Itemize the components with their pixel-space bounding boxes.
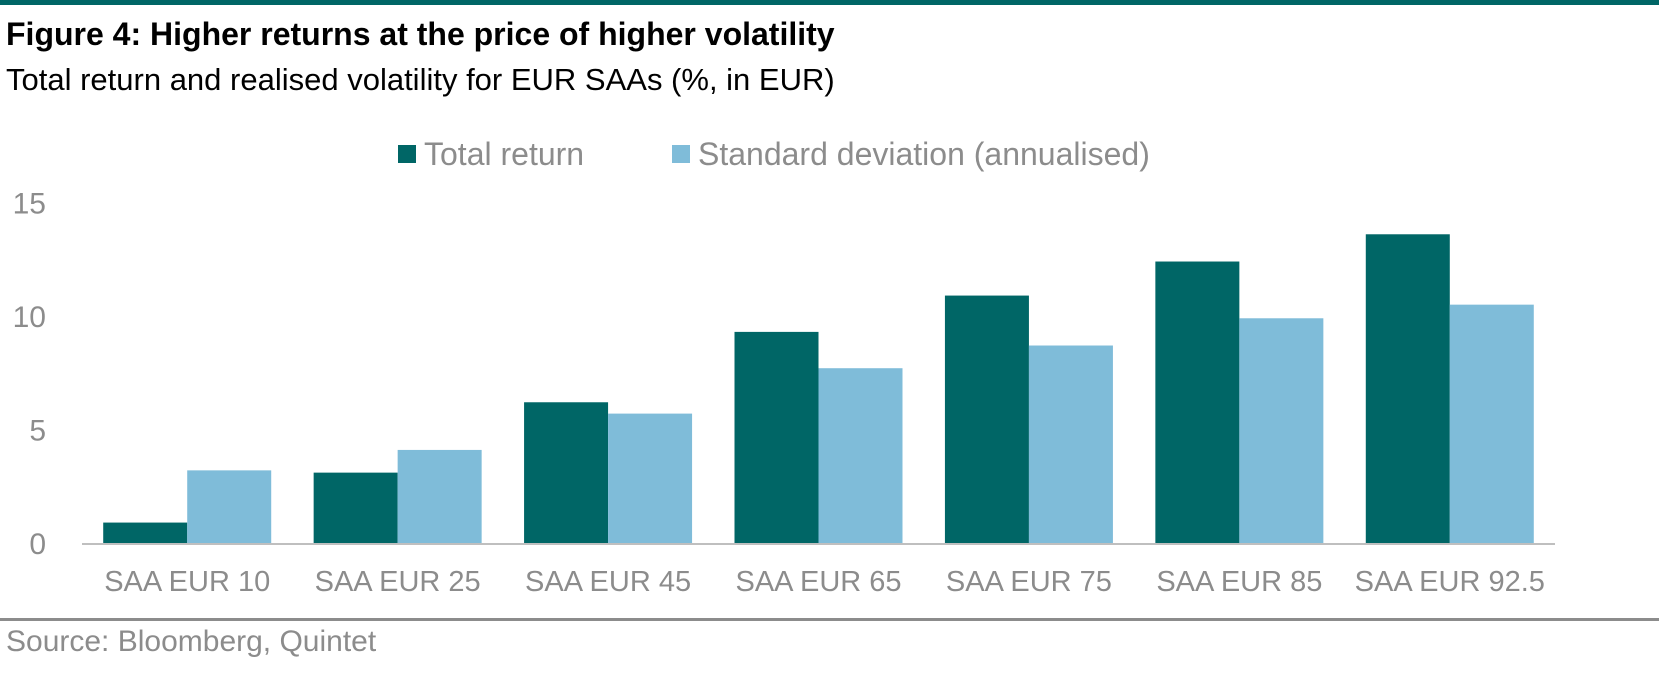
legend-item-std-dev: Standard deviation (annualised) xyxy=(672,134,1150,174)
bar-total-return xyxy=(734,331,819,543)
figure-title: Figure 4: Higher returns at the price of… xyxy=(6,16,835,52)
x-tick-label: SAA EUR 65 xyxy=(735,566,901,598)
bar-total-return xyxy=(313,472,398,543)
legend-swatch-std-dev xyxy=(672,145,690,163)
bar-std-dev xyxy=(1028,345,1113,543)
y-tick-label: 5 xyxy=(29,415,46,448)
x-tick-label: SAA EUR 25 xyxy=(315,566,481,598)
top-rule xyxy=(0,0,1659,5)
x-tick-label: SAA EUR 10 xyxy=(104,566,270,598)
bar-std-dev xyxy=(397,449,482,543)
bottom-rule xyxy=(0,618,1659,621)
bar-std-dev xyxy=(1239,318,1324,543)
bar-total-return xyxy=(524,402,609,543)
bar-chart: 0 5 10 15 SAA EUR 10 SAA EUR 25 SAA EUR 45 SAA … xyxy=(13,188,1555,598)
y-tick-label: 15 xyxy=(13,188,46,221)
bar-std-dev xyxy=(818,368,903,543)
y-tick-label: 10 xyxy=(13,301,46,334)
bar-std-dev xyxy=(1449,304,1534,543)
chart-legend: Total return Standard deviation (annuali… xyxy=(0,134,1659,174)
legend-label-total-return: Total return xyxy=(424,135,585,172)
bar-std-dev xyxy=(187,470,272,543)
bar-std-dev xyxy=(608,413,693,543)
figure-subtitle: Total return and realised volatility for… xyxy=(6,62,835,97)
bar-total-return xyxy=(1155,261,1240,543)
legend-swatch-total-return xyxy=(398,145,416,163)
y-tick-label: 0 xyxy=(29,528,46,561)
x-tick-label: SAA EUR 45 xyxy=(525,566,691,598)
legend-label-std-dev: Standard deviation (annualised) xyxy=(698,135,1150,172)
bar-total-return xyxy=(1365,234,1450,543)
bar-total-return xyxy=(944,295,1029,543)
x-tick-label: SAA EUR 75 xyxy=(946,566,1112,598)
x-tick-label: SAA EUR 85 xyxy=(1156,566,1322,598)
x-tick-label: SAA EUR 92.5 xyxy=(1355,566,1545,598)
bar-total-return xyxy=(103,522,188,543)
source-note: Source: Bloomberg, Quintet xyxy=(6,625,377,658)
legend-item-total-return: Total return xyxy=(398,134,584,174)
